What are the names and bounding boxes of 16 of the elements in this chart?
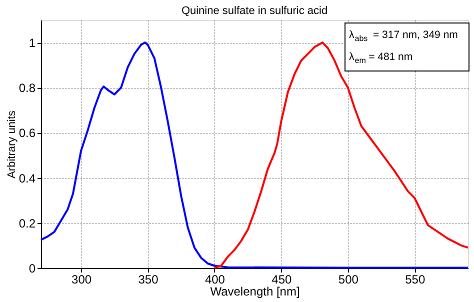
x-tick-label: 500 xyxy=(338,272,359,286)
chart-title: Quinine sulfate in sulfuric acid xyxy=(181,5,328,17)
line-series xyxy=(213,42,469,269)
y-tick-label: 0.8 xyxy=(18,81,36,96)
x-tick-label: 350 xyxy=(138,272,159,286)
x-tick-label: 300 xyxy=(72,272,92,286)
x-tick-label: 550 xyxy=(405,272,426,286)
y-tick-label: 0.2 xyxy=(18,216,36,230)
y-tick-label: 0 xyxy=(28,262,36,276)
y-tick-label: 0.4 xyxy=(18,171,36,186)
x-tick-label: 400 xyxy=(204,272,226,286)
y-tick-label: 1 xyxy=(28,36,36,50)
y-axis-title: Arbitrary units xyxy=(6,110,18,178)
y-tick-label: 0.6 xyxy=(18,126,36,140)
x-axis-title: Wavelength [nm] xyxy=(210,284,300,298)
x-tick-label: 450 xyxy=(272,272,292,286)
